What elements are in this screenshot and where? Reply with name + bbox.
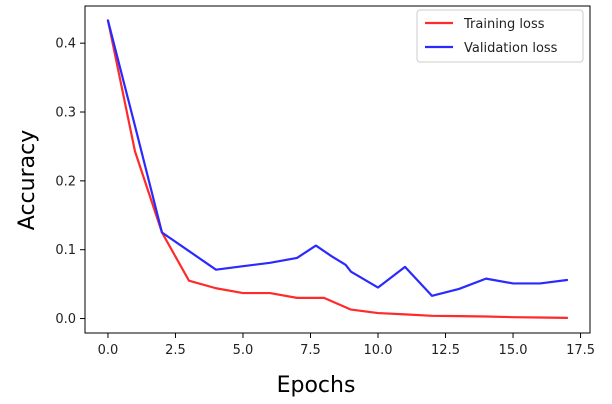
y-tick-label: 0.4: [55, 37, 76, 52]
series-line-validation-loss: [106, 19, 569, 297]
x-tick-label: 7.5: [300, 343, 321, 358]
y-tick-label: 0.1: [55, 243, 76, 258]
x-tick-label: 0.0: [98, 343, 119, 358]
x-tick-label: 10.0: [364, 343, 393, 358]
x-tick-label: 17.5: [566, 343, 595, 358]
legend-label: Training loss: [463, 17, 545, 32]
y-tick-label: 0.2: [55, 174, 76, 189]
y-axis-label: Accuracy: [15, 130, 40, 230]
y-tick-label: 0.0: [55, 312, 76, 327]
x-tick-label: 5.0: [233, 343, 254, 358]
x-tick-label: 15.0: [499, 343, 528, 358]
legend-box: [416, 9, 584, 63]
x-axis-label: Epochs: [277, 373, 356, 398]
plot-frame: [84, 5, 591, 334]
legend-label: Validation loss: [464, 41, 558, 56]
x-tick-label: 2.5: [165, 343, 186, 358]
series-line-training-loss: [106, 19, 569, 319]
y-tick-label: 0.3: [55, 106, 76, 121]
x-tick-label: 12.5: [431, 343, 460, 358]
